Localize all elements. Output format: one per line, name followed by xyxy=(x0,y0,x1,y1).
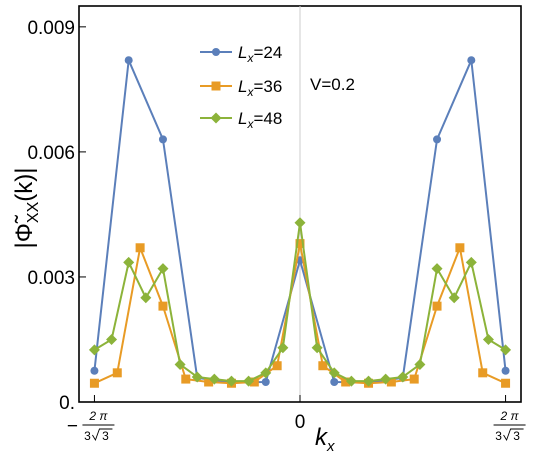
x-tick-radicand: 3 xyxy=(102,429,109,443)
data-point xyxy=(294,217,306,229)
data-point xyxy=(106,333,118,345)
data-point xyxy=(501,366,510,375)
data-point xyxy=(397,371,409,383)
data-point xyxy=(158,135,167,144)
data-point xyxy=(465,256,477,268)
x-tick-label: 0 xyxy=(295,412,306,433)
legend-label-main: L xyxy=(238,77,247,96)
legend-label: Lx=48 xyxy=(238,109,282,131)
data-point xyxy=(455,243,465,253)
data-point xyxy=(482,333,494,345)
x-tick-denominator: 3 xyxy=(495,429,502,443)
data-point xyxy=(277,342,289,354)
legend-item: Lx=36 xyxy=(200,77,282,99)
data-point xyxy=(380,373,392,385)
data-point xyxy=(448,292,460,304)
legend-label-main: L xyxy=(238,109,247,128)
data-point xyxy=(409,374,419,384)
legend-item: Lx=48 xyxy=(200,109,282,131)
legend-marker xyxy=(211,81,221,91)
x-tick-numerator: 2 π xyxy=(500,409,520,423)
y-tick-label: 0. xyxy=(59,393,75,414)
legend-label-tail: =24 xyxy=(253,43,282,62)
x-tick-fraction: −2 π 3 3 xyxy=(67,409,115,443)
x-tick-root-sign xyxy=(503,428,524,442)
data-point xyxy=(249,377,259,387)
legend-item: Lx=24 xyxy=(200,43,282,65)
data-point xyxy=(124,56,133,65)
legend-label-sub: x xyxy=(246,51,254,65)
data-point xyxy=(501,378,511,388)
y-axis-label-tail: (k)| xyxy=(11,168,38,202)
series-group xyxy=(88,56,512,388)
legend-marker xyxy=(210,112,222,124)
legend-label-main: L xyxy=(238,43,247,62)
data-point xyxy=(181,374,191,384)
data-point xyxy=(330,377,339,386)
data-point xyxy=(158,301,168,311)
legend-label-sub: x xyxy=(246,117,254,131)
legend-marker xyxy=(212,48,220,56)
data-point xyxy=(311,342,323,354)
data-point xyxy=(414,358,426,370)
data-point xyxy=(89,378,99,388)
data-point xyxy=(225,375,237,387)
data-point xyxy=(204,377,214,387)
x-axis-label-main: k xyxy=(315,424,329,451)
data-point xyxy=(467,56,476,65)
data-point xyxy=(328,367,340,379)
data-point xyxy=(261,377,270,386)
data-point xyxy=(433,135,442,144)
data-point xyxy=(123,256,135,268)
x-tick-numerator: 2 π xyxy=(88,409,108,423)
data-point xyxy=(432,301,442,311)
series-24 xyxy=(90,56,510,387)
x-axis-label: kx xyxy=(315,424,335,455)
data-point xyxy=(243,375,255,387)
data-point xyxy=(191,371,203,383)
x-tick-denominator: 3 xyxy=(84,429,91,443)
data-point xyxy=(90,366,99,375)
data-point xyxy=(345,375,357,387)
y-axis-ticks: 0. 0.003 0.006 0.009 xyxy=(27,18,86,414)
x-tick-root-sign xyxy=(92,428,113,442)
data-point xyxy=(140,292,152,304)
legend-label-tail: =36 xyxy=(253,77,282,96)
data-point xyxy=(431,263,443,275)
data-point xyxy=(341,377,351,387)
data-point xyxy=(386,377,396,387)
legend-label-tail: =48 xyxy=(253,109,282,128)
data-point xyxy=(295,239,305,249)
data-point xyxy=(88,344,100,356)
annotation-text: V=0.2 xyxy=(310,75,355,94)
data-point xyxy=(112,368,122,378)
series-48 xyxy=(88,217,512,387)
x-axis-ticks: −2 π3 30 2 π3 3 xyxy=(67,395,526,443)
data-point xyxy=(318,361,328,371)
x-tick-radicand: 3 xyxy=(513,429,520,443)
data-point xyxy=(157,263,169,275)
x-axis-label-sub: x xyxy=(326,438,335,455)
data-point xyxy=(363,375,375,387)
y-tick-label: 0.006 xyxy=(27,143,75,164)
legend-label: Lx=36 xyxy=(238,77,282,99)
data-point xyxy=(208,373,220,385)
legend-label: Lx=24 xyxy=(238,43,282,65)
y-tick-label: 0.003 xyxy=(27,268,75,289)
data-point xyxy=(135,243,145,253)
data-point xyxy=(478,368,488,378)
y-tick-label: 0.009 xyxy=(27,18,75,39)
legend-label-sub: x xyxy=(246,85,254,99)
data-point xyxy=(272,361,282,371)
data-point xyxy=(500,344,512,356)
y-axis-label-sub: XX xyxy=(25,201,42,223)
data-point xyxy=(260,367,272,379)
series-36 xyxy=(89,239,511,388)
x-tick-sign: − xyxy=(67,416,78,437)
x-tick-fraction: 2 π 3 3 xyxy=(493,409,526,443)
data-point xyxy=(174,358,186,370)
y-axis-label: |Φ̃XX(k)| xyxy=(11,168,42,249)
